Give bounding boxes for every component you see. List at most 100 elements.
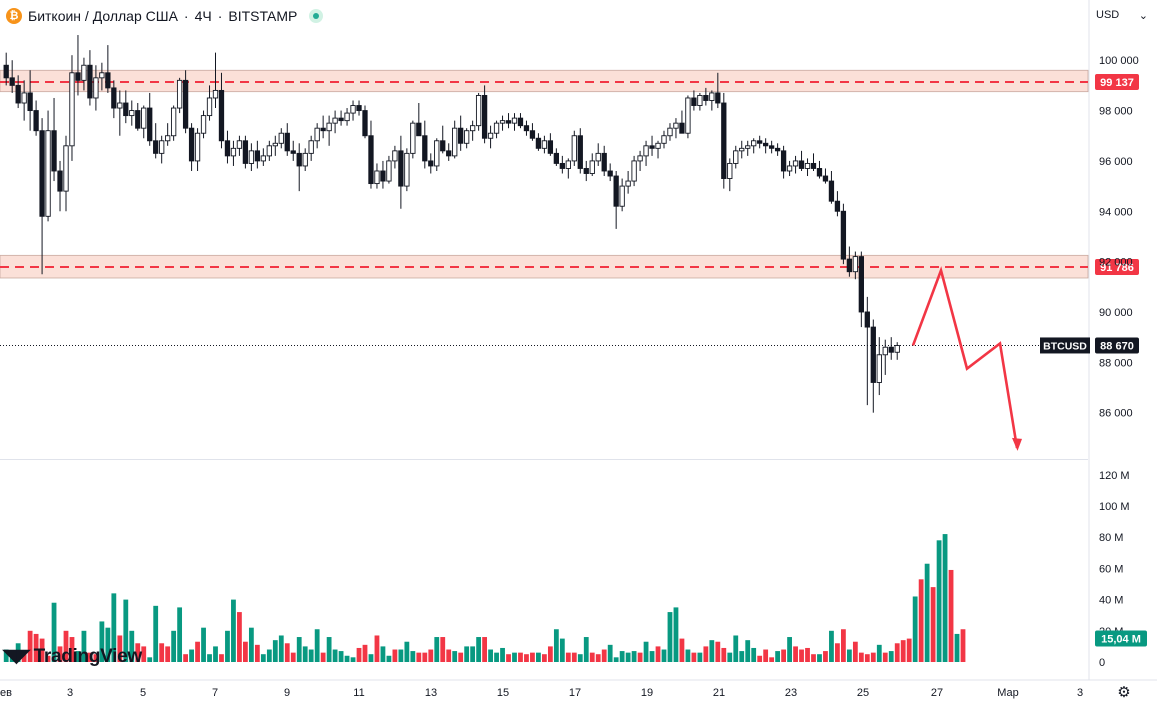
volume-bar: [69, 637, 75, 662]
volume-bar: [63, 630, 69, 662]
volume-bar: [189, 649, 194, 662]
volume-bar: [207, 654, 212, 662]
candle-body: [362, 110, 368, 137]
price-tick-label: 92 000: [1099, 257, 1133, 269]
key-level-label-bg: [1095, 73, 1139, 90]
candle-body: [774, 147, 781, 152]
volume-bar: [888, 651, 894, 662]
volume-bar: [841, 629, 846, 662]
volume-bar: [583, 637, 589, 662]
candle-body: [374, 170, 380, 185]
candle-body: [320, 127, 326, 132]
volume-bar: [446, 649, 452, 662]
time-tick-label: 9: [284, 687, 290, 699]
volume-bar: [374, 635, 380, 662]
volume-bar: [260, 654, 266, 662]
volume-bar: [476, 637, 482, 662]
candle-body: [392, 150, 398, 162]
volume-bar: [482, 637, 487, 662]
candle-body: [655, 142, 661, 149]
candle-body: [553, 152, 560, 164]
currency-selector[interactable]: USD ⌄: [1092, 4, 1152, 26]
candle-body: [852, 256, 859, 273]
candle-body: [685, 97, 691, 134]
volume-bar: [386, 655, 392, 662]
key-level-label: 91 786: [1100, 262, 1134, 274]
volume-bar: [715, 641, 721, 662]
volume-bar: [936, 540, 942, 662]
candle-body: [236, 140, 243, 149]
key-level-label: 99 137: [1100, 77, 1134, 89]
time-tick-label: 3: [1077, 687, 1083, 699]
volume-bar: [320, 652, 326, 662]
market-open-icon[interactable]: [309, 9, 324, 23]
volume-pane[interactable]: [3, 534, 966, 662]
candle-body: [601, 152, 607, 172]
price-tick-label: 86 000: [1099, 408, 1133, 420]
candle-body: [230, 147, 237, 157]
volume-bar: [237, 612, 242, 662]
header-separator: ·: [217, 8, 223, 24]
volume-bar: [248, 627, 254, 662]
volume-bar: [547, 646, 553, 662]
volume-bar: [314, 629, 320, 662]
volume-bar: [272, 640, 278, 662]
candle-body: [170, 107, 177, 137]
candle-body: [45, 130, 51, 217]
candle-body: [326, 122, 332, 132]
candle-body: [864, 311, 870, 328]
volume-bar: [876, 644, 882, 662]
volume-bar: [924, 563, 930, 662]
candle-body: [129, 110, 135, 117]
candle-body: [135, 110, 141, 129]
volume-bar: [464, 646, 470, 662]
time-tick-label: 17: [569, 687, 581, 699]
volume-bar: [129, 630, 135, 662]
volume-bar: [296, 637, 302, 662]
gear-icon[interactable]: ⚙: [1117, 684, 1131, 701]
volume-bar: [494, 652, 499, 662]
time-tick-label: 23: [785, 687, 797, 699]
volume-bar: [553, 629, 559, 662]
volume-bar: [769, 657, 775, 662]
candle-body: [15, 84, 21, 104]
volume-bar: [117, 635, 123, 662]
candle-body: [870, 326, 876, 383]
candle-body: [661, 135, 667, 144]
volume-bar: [440, 637, 446, 662]
volume-bar: [518, 652, 523, 662]
volume-bar: [643, 641, 649, 662]
volume-tick-label: 40 M: [1099, 595, 1123, 607]
volume-bar: [123, 599, 129, 662]
volume-bar: [506, 654, 511, 662]
price-tick-label: 94 000: [1099, 206, 1133, 218]
volume-bar: [225, 630, 230, 662]
volume-bar: [380, 646, 386, 662]
candle-body: [751, 140, 757, 147]
volume-bar: [344, 655, 350, 662]
volume-bar: [57, 646, 63, 662]
candle-body: [123, 102, 129, 117]
volume-bar: [135, 643, 141, 662]
candle-body: [834, 200, 841, 212]
interval[interactable]: 4Ч: [194, 8, 212, 24]
candle-body: [87, 64, 93, 99]
symbol-header[interactable]: ₿ Биткоин / Доллар США · 4Ч · BITSTAMP: [6, 5, 328, 27]
price-tick-label: 90 000: [1099, 307, 1133, 319]
candle-body: [141, 107, 147, 129]
volume-bar: [613, 657, 619, 662]
volume-bar: [27, 630, 33, 662]
candle-body: [733, 150, 739, 164]
volume-bar: [703, 646, 709, 662]
candle-body: [816, 168, 823, 177]
key-level-label-bg: [1095, 259, 1139, 276]
candle-body: [541, 140, 548, 149]
tradingview-logo[interactable]: ◥◤ TradingView: [2, 645, 142, 668]
volume-bar: [697, 652, 703, 662]
volume-bar: [649, 651, 655, 662]
candle-body: [278, 132, 284, 144]
time-tick-label: ев: [0, 687, 12, 699]
